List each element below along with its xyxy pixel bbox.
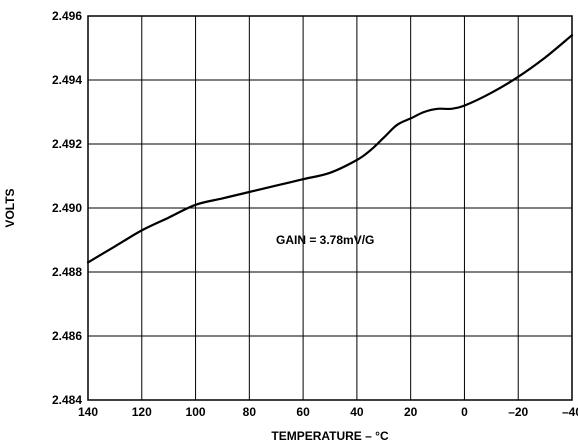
y-tick-label: 2.484 xyxy=(52,393,82,407)
grid xyxy=(88,16,572,400)
y-tick-labels: 2.484 2.486 2.488 2.490 2.492 2.494 2.496 xyxy=(52,9,82,407)
x-tick-label: 0 xyxy=(461,405,468,419)
x-tick-label: –20 xyxy=(508,405,528,419)
x-tick-label: 140 xyxy=(78,405,98,419)
x-tick-labels: 140 120 100 80 60 40 20 0 –20 –40 xyxy=(78,405,578,419)
y-tick-label: 2.486 xyxy=(52,329,82,343)
y-tick-label: 2.492 xyxy=(52,137,82,151)
y-tick-label: 2.488 xyxy=(52,265,82,279)
y-tick-label: 2.494 xyxy=(52,73,82,87)
y-tick-label: 2.496 xyxy=(52,9,82,23)
x-tick-label: 80 xyxy=(243,405,257,419)
x-tick-label: 60 xyxy=(296,405,310,419)
x-tick-label: –40 xyxy=(562,405,578,419)
x-tick-label: 40 xyxy=(350,405,364,419)
y-axis-title: VOLTS xyxy=(3,188,17,227)
x-tick-label: 100 xyxy=(186,405,206,419)
x-axis-title: TEMPERATURE – °C xyxy=(271,429,389,443)
x-tick-label: 120 xyxy=(132,405,152,419)
gain-annotation: GAIN = 3.78mV/G xyxy=(276,233,374,247)
series-line xyxy=(86,34,574,264)
x-tick-label: 20 xyxy=(404,405,418,419)
plot-frame xyxy=(87,15,573,401)
y-tick-label: 2.490 xyxy=(52,201,82,215)
